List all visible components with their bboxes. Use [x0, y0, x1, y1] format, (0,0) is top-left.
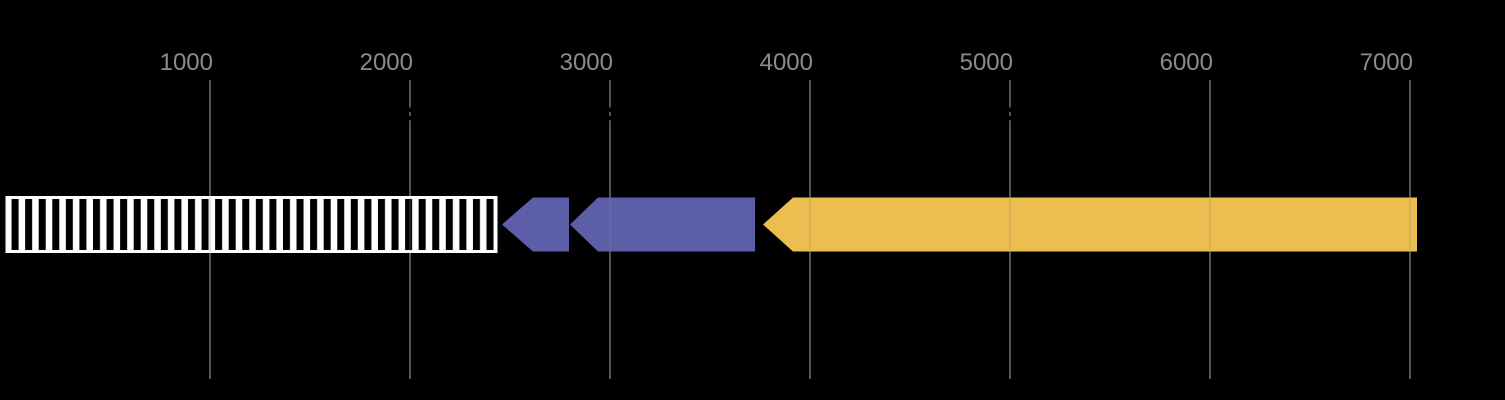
svg-text:4000: 4000	[760, 49, 813, 76]
svg-text:7000: 7000	[1360, 49, 1413, 76]
svg-text:3000: 3000	[560, 49, 613, 76]
svg-text:5000: 5000	[960, 49, 1013, 76]
svg-text:2000: 2000	[360, 49, 413, 76]
svg-text:6000: 6000	[1160, 49, 1213, 76]
svg-text:1000: 1000	[160, 49, 213, 76]
